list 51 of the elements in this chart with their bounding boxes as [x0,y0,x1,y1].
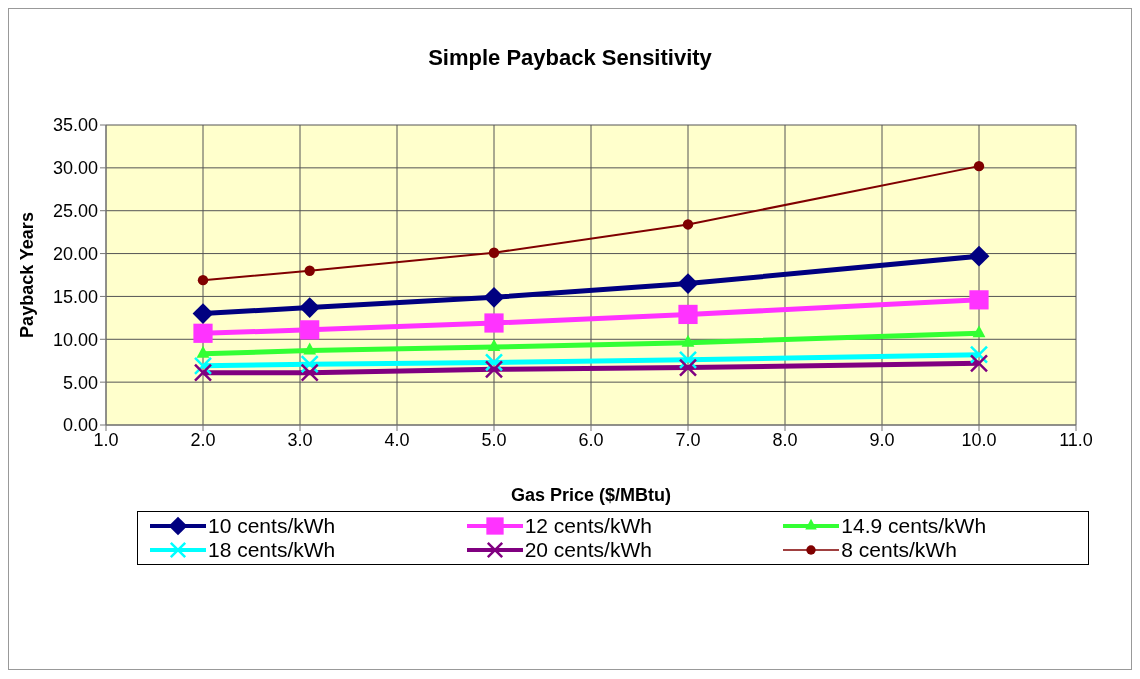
legend-label: 8 cents/kWh [841,538,957,562]
x-tick-label: 11.0 [1059,429,1093,450]
point [973,160,985,172]
point [299,297,321,318]
y-tick-label: 10.00 [52,329,98,350]
point [484,360,504,379]
x-tick-label: 3.0 [287,429,313,450]
x-tick-label: 7.0 [675,429,701,450]
x-tick-label: 6.0 [578,429,604,450]
y-tick-label: 25.00 [52,201,98,222]
y-tick-label: 30.00 [52,158,98,179]
point [197,274,209,286]
x-axis-title: Gas Price ($/MBtu) [510,485,672,505]
point [484,313,504,333]
x-tick-label: 2.0 [190,429,216,450]
y-tick-label: 5.00 [62,372,98,393]
point [682,219,694,230]
y-tick-label: 15.00 [52,286,98,307]
x-tick-label: 9.0 [869,429,895,450]
x-tick-label: 8.0 [772,429,798,450]
legend-label: 12 cents/kWh [524,514,652,538]
point [300,320,320,340]
point [677,273,699,294]
point [487,339,501,351]
x-tick-label: 10.0 [961,429,997,450]
point [968,245,990,267]
point [483,286,505,308]
point [969,290,989,310]
point [678,358,698,377]
legend-label: 10 cents/kWh [208,514,336,538]
point [193,323,213,343]
point [193,363,213,382]
y-tick-label: 35.00 [52,115,98,136]
y-tick-label: 20.00 [52,243,98,264]
chart-title: Simple Payback Sensitivity [427,45,713,71]
point [972,325,986,338]
y-axis-title: Payback Years [17,212,38,338]
point [304,265,315,276]
point [300,363,319,382]
point [488,247,500,258]
legend-label: 14.9 cents/kWh [841,514,987,538]
point [192,303,214,324]
point [196,345,210,358]
x-tick-label: 4.0 [384,429,410,450]
legend-label: 20 cents/kWh [524,538,652,562]
point [969,354,989,373]
point [303,342,317,355]
x-tick-label: 5.0 [481,429,507,450]
point [681,334,695,347]
legend-label: 18 cents/kWh [208,538,336,562]
point [678,304,698,325]
